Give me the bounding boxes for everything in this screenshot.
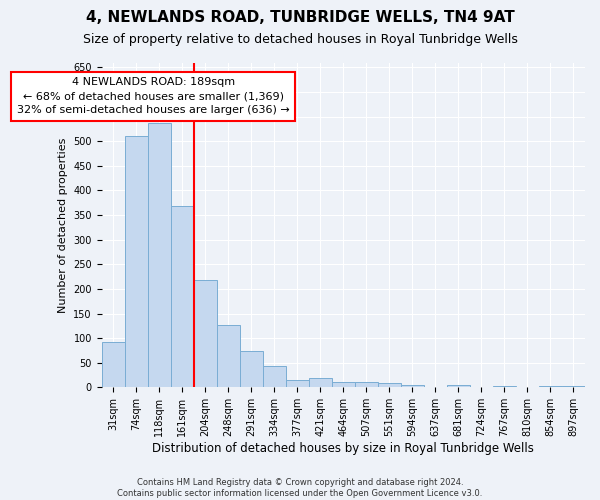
Bar: [101, 342, 125, 388]
Bar: [401, 385, 424, 388]
Text: Contains HM Land Registry data © Crown copyright and database right 2024.
Contai: Contains HM Land Registry data © Crown c…: [118, 478, 482, 498]
Bar: [309, 378, 332, 388]
Bar: [148, 123, 170, 388]
Bar: [125, 136, 148, 388]
Text: 4 NEWLANDS ROAD: 189sqm
← 68% of detached houses are smaller (1,369)
32% of semi: 4 NEWLANDS ROAD: 189sqm ← 68% of detache…: [17, 78, 290, 116]
Y-axis label: Number of detached properties: Number of detached properties: [58, 137, 68, 312]
Bar: [263, 366, 286, 388]
Bar: [493, 386, 516, 388]
Bar: [378, 383, 401, 388]
X-axis label: Distribution of detached houses by size in Royal Tunbridge Wells: Distribution of detached houses by size …: [152, 442, 534, 455]
Bar: [447, 385, 470, 388]
Bar: [194, 280, 217, 388]
Bar: [562, 386, 585, 388]
Text: Size of property relative to detached houses in Royal Tunbridge Wells: Size of property relative to detached ho…: [83, 32, 517, 46]
Bar: [286, 380, 309, 388]
Bar: [217, 325, 239, 388]
Text: 4, NEWLANDS ROAD, TUNBRIDGE WELLS, TN4 9AT: 4, NEWLANDS ROAD, TUNBRIDGE WELLS, TN4 9…: [86, 10, 514, 25]
Bar: [539, 386, 562, 388]
Bar: [355, 382, 378, 388]
Bar: [170, 206, 194, 388]
Bar: [332, 382, 355, 388]
Bar: [239, 352, 263, 388]
